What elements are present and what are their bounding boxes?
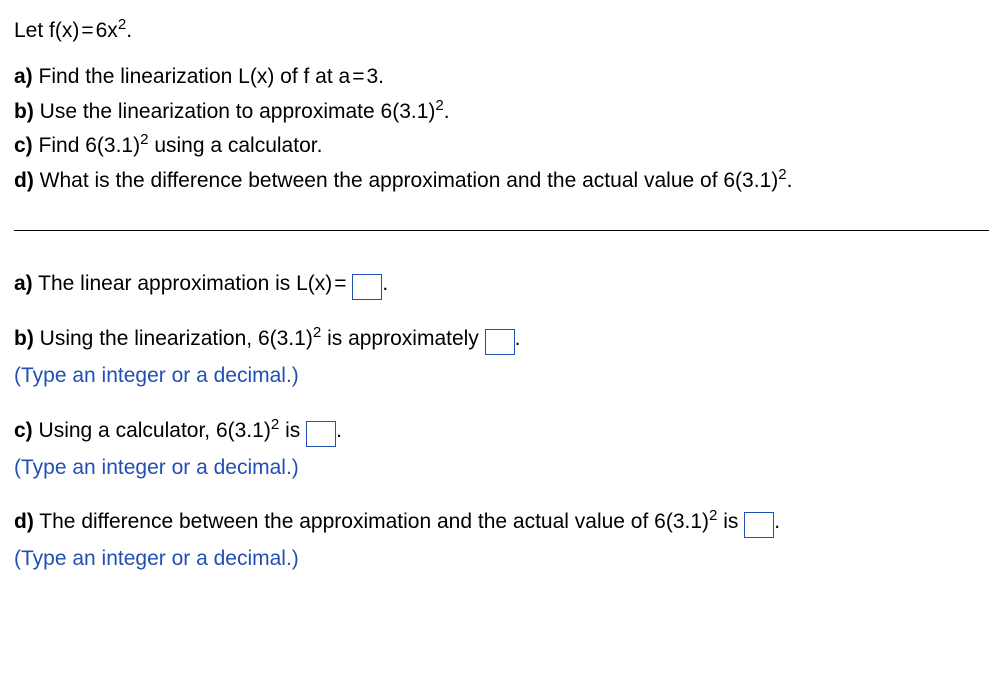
answer-b-input[interactable]: [485, 329, 515, 355]
answer-d-hint: (Type an integer or a decimal.): [14, 544, 989, 574]
section-divider: [14, 230, 989, 231]
part-d-label: d): [14, 169, 34, 192]
part-b-text-1: Use the linearization to approximate 6(3…: [40, 100, 436, 123]
intro-rhs-exp: 2: [118, 16, 126, 33]
answer-c: c) Using a calculator, 6(3.1)2 is . (Typ…: [14, 416, 989, 483]
answer-c-exp: 2: [271, 416, 279, 433]
part-d-text-2: .: [787, 169, 793, 192]
intro-prefix: Let f(x): [14, 19, 79, 42]
part-a-text-2: 3.: [366, 65, 384, 88]
answer-c-hint: (Type an integer or a decimal.): [14, 453, 989, 483]
answer-c-period: .: [336, 419, 342, 442]
intro-line: Let f(x)=6x2.: [14, 16, 989, 46]
part-c-text-1: Find 6(3.1): [39, 134, 141, 157]
part-a-text-1: Find the linearization L(x) of f at a: [39, 65, 351, 88]
answer-c-label: c): [14, 419, 33, 442]
part-c-text-2: using a calculator.: [148, 134, 322, 157]
answer-b: b) Using the linearization, 6(3.1)2 is a…: [14, 324, 989, 391]
answer-a-text-1: The linear approximation is L(x): [38, 272, 332, 295]
question-block: Let f(x)=6x2. a) Find the linearization …: [14, 16, 989, 196]
answer-a-label: a): [14, 272, 33, 295]
part-d-exp: 2: [778, 166, 786, 183]
answer-d-input[interactable]: [744, 512, 774, 538]
answer-c-text-2: is: [279, 419, 306, 442]
part-c: c) Find 6(3.1)2 using a calculator.: [14, 131, 989, 161]
answer-b-hint: (Type an integer or a decimal.): [14, 361, 989, 391]
part-c-label: c): [14, 134, 33, 157]
part-b-label: b): [14, 100, 34, 123]
answer-d-label: d): [14, 510, 34, 533]
answer-a-period: .: [382, 272, 388, 295]
intro-rhs-coef: 6x: [96, 19, 118, 42]
answer-c-text-1: Using a calculator, 6(3.1): [39, 419, 271, 442]
part-b-exp: 2: [435, 97, 443, 114]
answer-c-input[interactable]: [306, 421, 336, 447]
answer-block: a) The linear approximation is L(x)= . b…: [14, 269, 989, 574]
part-b: b) Use the linearization to approximate …: [14, 97, 989, 127]
answer-d-text-1: The difference between the approximation…: [39, 510, 709, 533]
answer-d-text-2: is: [717, 510, 744, 533]
answer-b-text-1: Using the linearization, 6(3.1): [40, 327, 313, 350]
part-a: a) Find the linearization L(x) of f at a…: [14, 62, 989, 92]
intro-eq: =: [81, 19, 93, 42]
part-d-text-1: What is the difference between the appro…: [40, 169, 779, 192]
answer-a-eq: =: [334, 272, 346, 295]
answer-b-period: .: [515, 327, 521, 350]
intro-suffix: .: [126, 19, 132, 42]
part-d: d) What is the difference between the ap…: [14, 166, 989, 196]
answer-b-exp: 2: [313, 324, 321, 341]
answer-a-input[interactable]: [352, 274, 382, 300]
part-a-label: a): [14, 65, 33, 88]
answer-b-label: b): [14, 327, 34, 350]
answer-d: d) The difference between the approximat…: [14, 507, 989, 574]
answer-d-period: .: [774, 510, 780, 533]
part-a-eq: =: [352, 65, 364, 88]
answer-b-text-2: is approximately: [321, 327, 484, 350]
part-b-text-2: .: [444, 100, 450, 123]
answer-a: a) The linear approximation is L(x)= .: [14, 269, 989, 300]
